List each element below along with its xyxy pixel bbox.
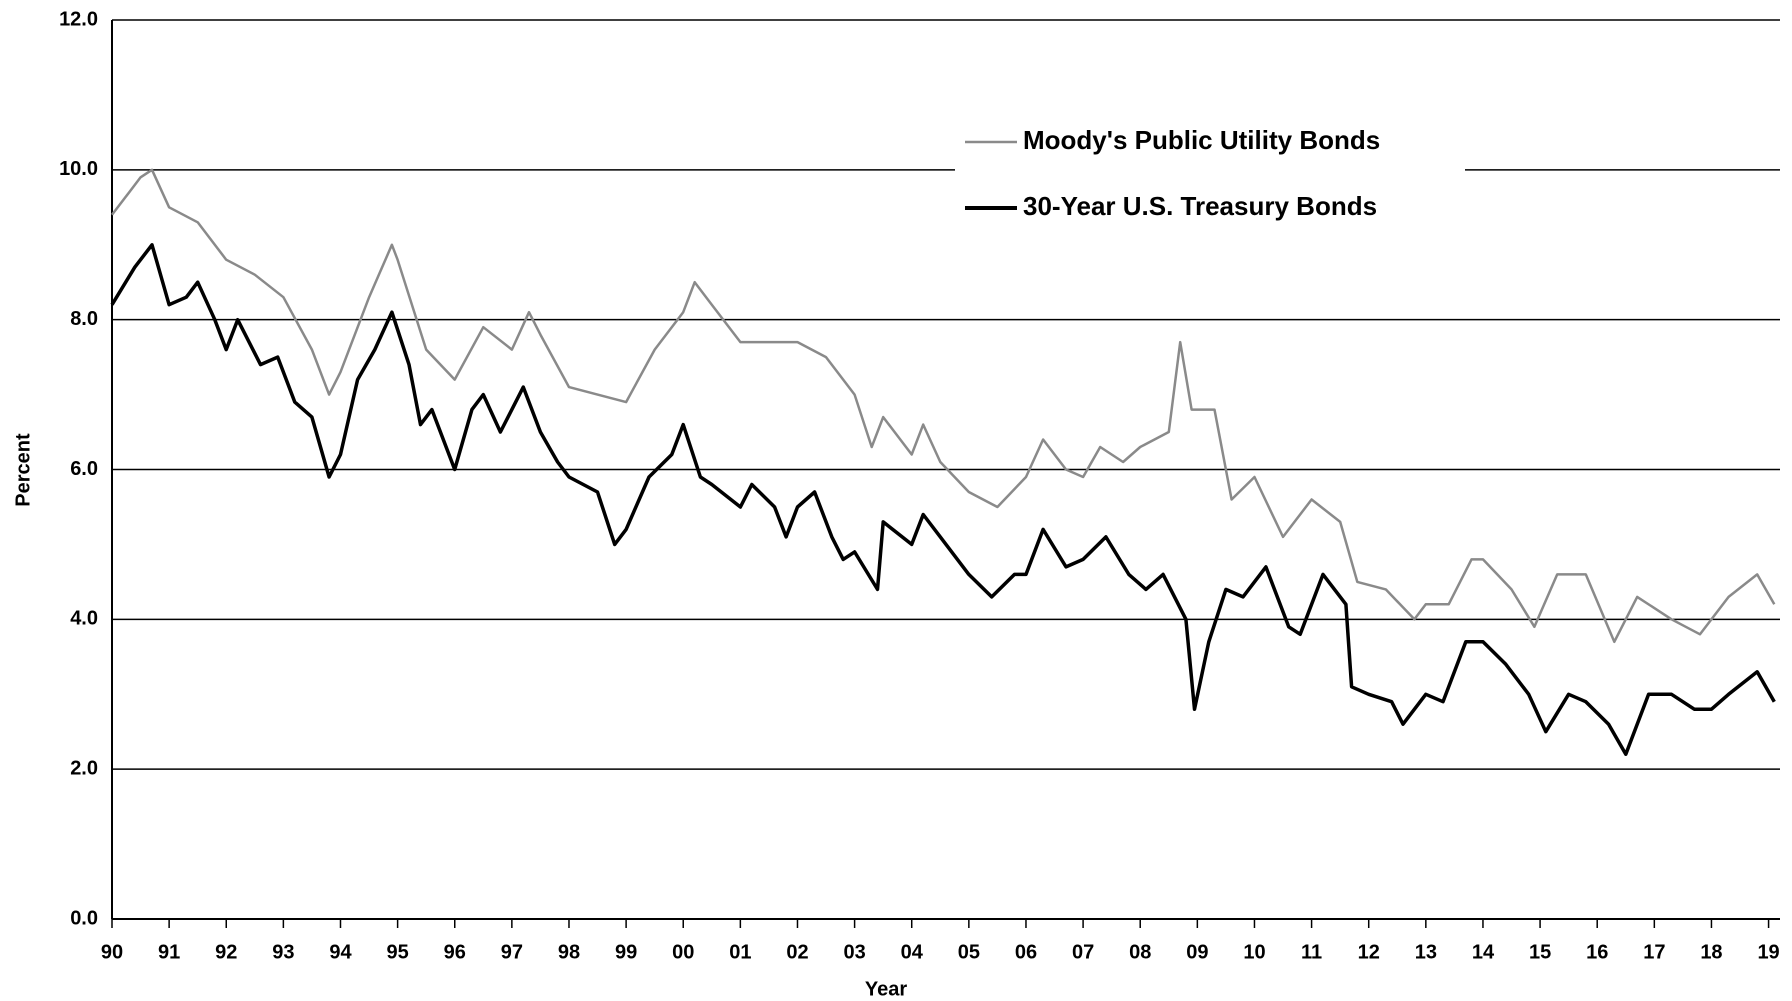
x-tick-label: 11 <box>1301 941 1322 963</box>
x-tick-label: 02 <box>786 941 808 963</box>
x-tick-label: 00 <box>672 941 694 963</box>
x-tick-label: 16 <box>1586 941 1608 963</box>
x-tick-label: 92 <box>215 941 237 963</box>
y-tick-label: 2.0 <box>70 757 98 779</box>
x-tick-label: 03 <box>843 941 865 963</box>
x-tick-label: 96 <box>444 941 466 963</box>
x-tick-label: 19 <box>1757 941 1779 963</box>
legend-box <box>955 106 1465 236</box>
x-tick-label: 99 <box>615 941 637 963</box>
x-tick-label: 18 <box>1700 941 1722 963</box>
legend-label: Moody's Public Utility Bonds <box>1023 125 1380 155</box>
x-tick-label: 14 <box>1472 941 1495 963</box>
x-tick-label: 05 <box>958 941 980 963</box>
x-tick-label: 17 <box>1643 941 1665 963</box>
x-tick-label: 93 <box>272 941 294 963</box>
y-tick-label: 4.0 <box>70 608 98 630</box>
x-tick-label: 90 <box>101 941 123 963</box>
x-tick-label: 10 <box>1243 941 1265 963</box>
x-tick-label: 04 <box>901 941 924 963</box>
x-tick-label: 09 <box>1186 941 1208 963</box>
y-tick-label: 6.0 <box>70 458 98 480</box>
x-tick-label: 08 <box>1129 941 1151 963</box>
y-axis-label: Percent <box>12 433 34 507</box>
x-tick-label: 01 <box>729 941 751 963</box>
y-tick-label: 12.0 <box>59 8 98 30</box>
x-axis-label: Year <box>865 978 907 1000</box>
y-tick-label: 10.0 <box>59 158 98 180</box>
series-line <box>111 168 1776 644</box>
x-tick-label: 94 <box>329 941 352 963</box>
x-tick-label: 95 <box>386 941 408 963</box>
x-tick-label: 12 <box>1358 941 1380 963</box>
x-tick-label: 15 <box>1529 941 1551 963</box>
x-tick-label: 91 <box>158 941 180 963</box>
x-tick-label: 07 <box>1072 941 1094 963</box>
series-line <box>110 243 1776 756</box>
x-tick-label: 98 <box>558 941 580 963</box>
y-tick-label: 8.0 <box>70 308 98 330</box>
legend-label: 30-Year U.S. Treasury Bonds <box>1023 191 1377 221</box>
x-tick-label: 13 <box>1415 941 1437 963</box>
y-tick-label: 0.0 <box>70 907 98 929</box>
x-tick-label: 06 <box>1015 941 1037 963</box>
x-tick-label: 97 <box>501 941 523 963</box>
